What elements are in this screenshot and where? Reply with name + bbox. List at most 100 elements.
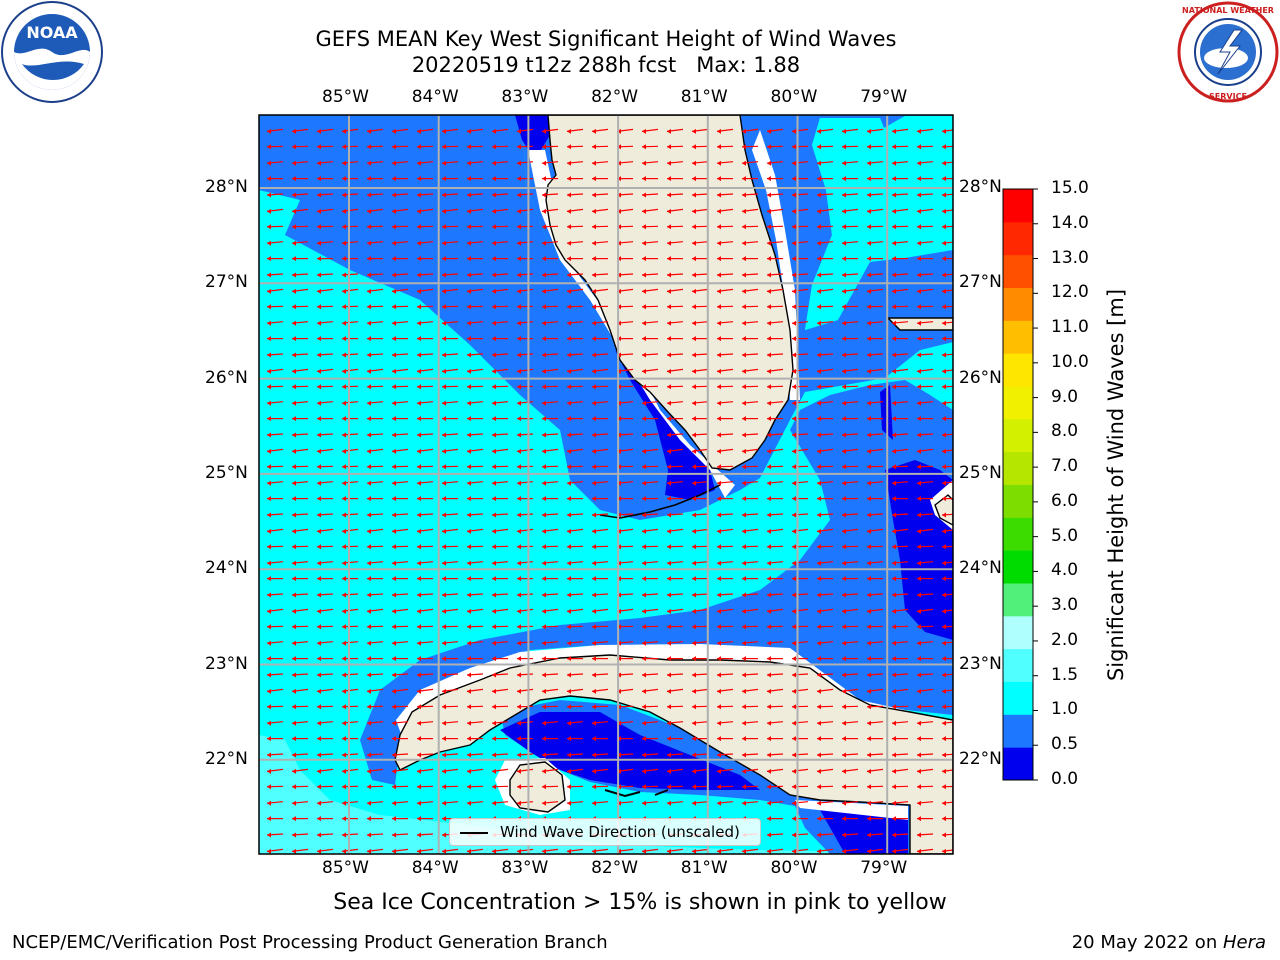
- wave-arrow-head: [317, 544, 321, 550]
- wave-arrow-head: [417, 288, 421, 294]
- wave-arrow-head: [542, 176, 546, 182]
- wave-arrow-head: [417, 464, 421, 470]
- wave-arrow-head: [417, 352, 421, 358]
- wave-arrow-head: [817, 784, 821, 790]
- wave-arrow-head: [842, 448, 846, 454]
- wave-arrow-head: [667, 528, 671, 534]
- wave-arrow-head: [567, 592, 571, 598]
- wave-arrow-head: [742, 192, 746, 198]
- wave-arrow-head: [267, 464, 271, 470]
- wave-arrow-head: [567, 784, 571, 790]
- wave-arrow-head: [942, 192, 946, 198]
- wave-arrow-head: [367, 320, 371, 326]
- wave-arrow-head: [542, 208, 546, 214]
- wave-arrow-head: [342, 416, 346, 422]
- wave-arrow-head: [442, 704, 446, 710]
- wave-arrow-head: [867, 784, 871, 790]
- wave-arrow-head: [767, 144, 771, 150]
- wave-arrow-head: [917, 256, 921, 262]
- wave-arrow-head: [692, 672, 696, 678]
- wave-arrow-head: [492, 560, 496, 566]
- wave-arrow-head: [542, 368, 546, 374]
- wave-arrow-head: [292, 384, 296, 390]
- wave-arrow-head: [917, 560, 921, 566]
- wave-arrow-head: [867, 400, 871, 406]
- wave-arrow-head: [417, 336, 421, 342]
- wave-arrow-head: [542, 432, 546, 438]
- wave-arrow-head: [417, 144, 421, 150]
- wave-arrow-head: [542, 144, 546, 150]
- wave-arrow-head: [742, 672, 746, 678]
- svg-text:SERVICE: SERVICE: [1209, 92, 1247, 101]
- wave-arrow-head: [892, 384, 896, 390]
- wave-arrow-head: [667, 224, 671, 230]
- wave-arrow-head: [442, 224, 446, 230]
- colorbar-segment: [1003, 320, 1033, 354]
- wave-arrow-head: [917, 848, 921, 854]
- wave-arrow-head: [542, 528, 546, 534]
- wave-arrow-head: [792, 704, 796, 710]
- wave-arrow-head: [392, 144, 396, 150]
- wave-arrow-head: [642, 208, 646, 214]
- wave-arrow-head: [392, 192, 396, 198]
- wave-arrow-head: [692, 608, 696, 614]
- wave-arrow-head: [367, 688, 371, 694]
- wave-arrow-head: [517, 848, 521, 854]
- wave-arrow-head: [742, 416, 746, 422]
- wave-arrow-head: [267, 144, 271, 150]
- wave-arrow-head: [392, 832, 396, 838]
- wave-arrow-head: [767, 640, 771, 646]
- wave-arrow-head: [942, 288, 946, 294]
- wave-arrow-head: [592, 464, 596, 470]
- wave-arrow-head: [467, 128, 471, 134]
- lat-label-right: 26°N: [959, 367, 1002, 388]
- wave-arrow-head: [492, 752, 496, 758]
- wave-arrow-head: [492, 304, 496, 310]
- wave-arrow-head: [367, 496, 371, 502]
- wave-arrow-head: [592, 432, 596, 438]
- wave-arrow-head: [817, 464, 821, 470]
- wave-arrow-head: [742, 320, 746, 326]
- wave-arrow-head: [367, 768, 371, 774]
- wave-arrow-head: [767, 368, 771, 374]
- wave-arrow-head: [667, 512, 671, 518]
- wave-arrow-head: [367, 800, 371, 806]
- wave-arrow-head: [692, 528, 696, 534]
- wave-arrow-head: [592, 208, 596, 214]
- wave-arrow-head: [942, 208, 946, 214]
- wave-arrow-head: [567, 800, 571, 806]
- wave-arrow-head: [392, 528, 396, 534]
- wave-arrow-head: [892, 400, 896, 406]
- wave-arrow-head: [317, 320, 321, 326]
- wave-arrow-head: [692, 752, 696, 758]
- wave-arrow-head: [442, 848, 446, 854]
- wave-arrow-head: [892, 352, 896, 358]
- wave-arrow-head: [517, 208, 521, 214]
- wave-arrow-head: [642, 624, 646, 630]
- wave-arrow-head: [667, 720, 671, 726]
- wave-arrow-head: [917, 160, 921, 166]
- wave-arrow-head: [392, 784, 396, 790]
- wave-arrow-head: [817, 608, 821, 614]
- wave-arrow-head: [742, 752, 746, 758]
- wave-arrow-head: [692, 480, 696, 486]
- wave-arrow-head: [767, 720, 771, 726]
- wave-arrow-head: [767, 528, 771, 534]
- wave-arrow-head: [892, 512, 896, 518]
- wave-arrow-head: [942, 160, 946, 166]
- wave-arrow-head: [317, 208, 321, 214]
- wave-arrow-head: [592, 144, 596, 150]
- wave-arrow-head: [717, 560, 721, 566]
- wave-arrow-head: [567, 384, 571, 390]
- wave-arrow-head: [292, 160, 296, 166]
- wave-arrow-head: [817, 288, 821, 294]
- wave-arrow-head: [867, 720, 871, 726]
- wave-arrow-head: [792, 384, 796, 390]
- wave-arrow-head: [592, 544, 596, 550]
- wave-arrow-head: [317, 848, 321, 854]
- wave-arrow-head: [842, 400, 846, 406]
- wave-arrow-head: [492, 688, 496, 694]
- wave-arrow-head: [717, 512, 721, 518]
- wave-arrow-head: [917, 688, 921, 694]
